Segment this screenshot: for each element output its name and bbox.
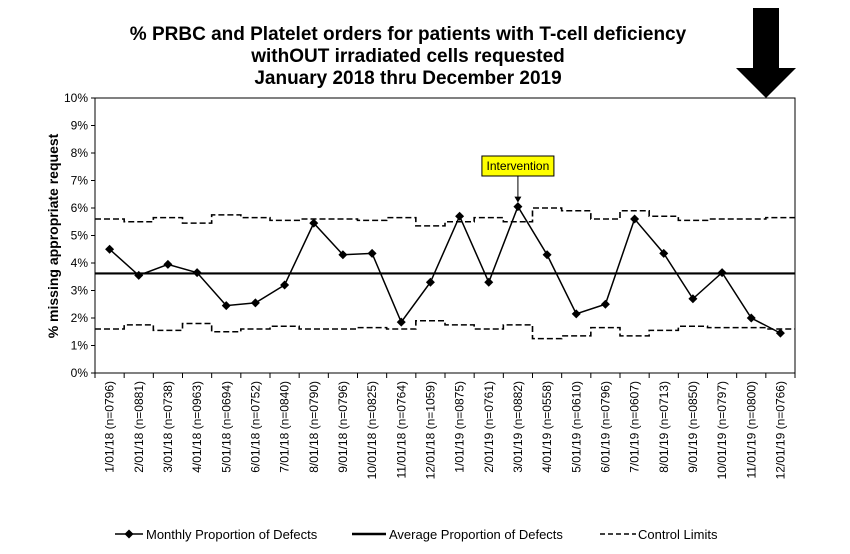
data-point [571,309,581,319]
data-point [513,202,523,212]
data-point [455,211,465,221]
y-tick-label: 1% [71,339,89,353]
x-tick-label: 6/01/19 (n=0796) [598,381,612,473]
chart-title: % PRBC and Platelet orders for patients … [130,24,687,89]
monthly-proportion-line [109,204,781,334]
y-tick-label: 7% [71,174,89,188]
y-tick-label: 3% [71,284,89,298]
intervention-arrowhead [514,196,522,203]
data-point [659,248,669,258]
intervention-label: Intervention [487,159,550,173]
x-tick-label: 1/01/18 (n=0796) [103,381,117,473]
upper-control-limit [95,207,795,227]
x-tick-label: 6/01/18 (n=0752) [248,381,262,473]
legend-item-average: Average Proportion of Defects [352,527,563,542]
y-tick-label: 6% [71,201,89,215]
x-tick-label: 12/01/19 (n=0766) [773,381,787,479]
data-point [134,270,144,280]
x-tick-label: 4/01/19 (n=0558) [540,381,554,473]
x-tick-label: 3/01/18 (n=0738) [161,381,175,473]
data-point [630,214,640,224]
data-point [746,313,756,323]
control-limits [95,207,795,340]
y-tick-label: 0% [71,366,89,380]
legend-label-monthly: Monthly Proportion of Defects [146,527,318,542]
down-arrow-icon [736,8,796,98]
data-point [221,301,231,311]
x-tick-label: 3/01/19 (n=0882) [511,381,525,473]
data-point [280,280,290,290]
chart-title-line: withOUT irradiated cells requested [250,46,565,67]
x-tick-label: 4/01/18 (n=0963) [190,381,204,473]
y-tick-label: 10% [64,91,88,105]
intervention-annotation: Intervention [481,155,555,203]
x-tick-label: 5/01/18 (n=0694) [219,381,233,473]
x-tick-label: 7/01/19 (n=0607) [628,381,642,473]
y-tick-label: 4% [71,256,89,270]
x-tick-label: 10/01/19 (n=0797) [715,381,729,479]
x-axis: 1/01/18 (n=0796) 2/01/18 (n=0881) 3/01/18 … [94,373,796,479]
y-tick-label: 5% [71,229,89,243]
x-tick-label: 9/01/19 (n=0850) [686,381,700,473]
data-point [600,299,610,309]
x-tick-label: 11/01/19 (n=0800) [744,381,758,479]
y-tick-label: 9% [71,119,89,133]
data-point [338,250,348,260]
legend-label-average: Average Proportion of Defects [389,527,563,542]
x-tick-label: 11/01/18 (n=0764) [394,381,408,479]
data-point [309,218,319,228]
data-point [105,244,115,254]
data-point [192,268,202,278]
data-point [484,277,494,287]
y-axis: 0% 1% 2% 3% 4% 5% 6% 7% 8% 9% 10% [64,91,95,380]
x-tick-label: 10/01/18 (n=0825) [365,381,379,479]
data-point [688,294,698,304]
legend-item-monthly: Monthly Proportion of Defects [115,527,318,542]
x-tick-label: 2/01/19 (n=0761) [482,381,496,473]
data-point [367,248,377,258]
x-tick-label: 1/01/19 (n=0875) [453,381,467,473]
y-axis-label: % missing appropriate request [45,133,61,338]
x-tick-label: 8/01/18 (n=0790) [307,381,321,473]
monthly-series [105,202,785,338]
y-tick-label: 8% [71,146,89,160]
x-tick-label: 12/01/18 (n=1059) [423,381,437,479]
data-point [717,268,727,278]
chart-title-line: January 2018 thru December 2019 [254,68,561,89]
x-tick-label: 8/01/19 (n=0713) [657,381,671,473]
data-point [775,328,785,338]
data-point [250,298,260,308]
legend-item-control: Control Limits [600,527,718,542]
plot-area [94,97,796,374]
x-tick-label: 9/01/18 (n=0796) [336,381,350,473]
y-tick-label: 2% [71,311,89,325]
legend: Monthly Proportion of Defects Average Pr… [115,527,718,542]
legend-label-control: Control Limits [638,527,718,542]
x-tick-label: 5/01/19 (n=0610) [569,381,583,473]
lower-control-limit [95,319,795,340]
x-tick-label: 2/01/18 (n=0881) [132,381,146,473]
data-point [163,259,173,269]
chart-title-line: % PRBC and Platelet orders for patients … [130,24,687,45]
data-point [542,250,552,260]
x-tick-label: 7/01/18 (n=0840) [278,381,292,473]
data-point [396,317,406,327]
data-point [425,277,435,287]
